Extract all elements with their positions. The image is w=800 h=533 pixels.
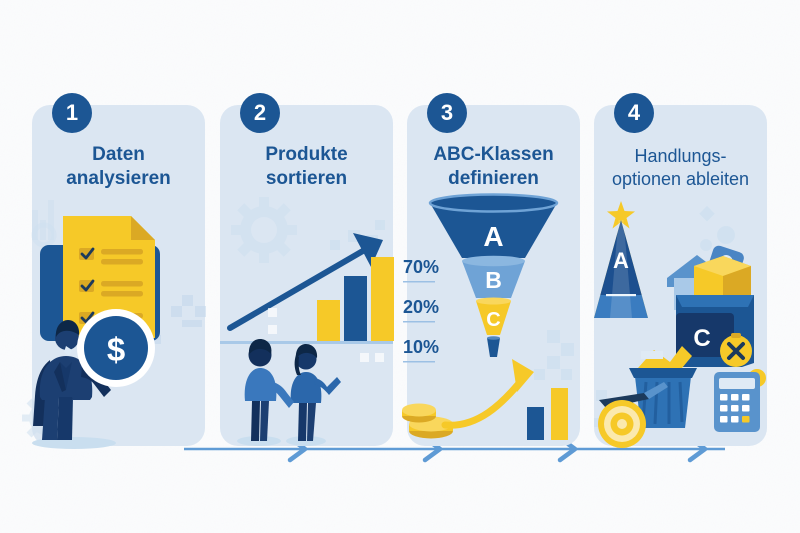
svg-text:A: A bbox=[483, 221, 503, 252]
svg-text:C: C bbox=[486, 309, 500, 331]
svg-text:10%: 10% bbox=[403, 337, 439, 357]
svg-text:A: A bbox=[613, 248, 629, 273]
svg-text:B: B bbox=[485, 267, 502, 293]
svg-text:$: $ bbox=[107, 331, 125, 368]
svg-text:20%: 20% bbox=[403, 297, 439, 317]
svg-text:C: C bbox=[693, 325, 710, 352]
svg-text:70%: 70% bbox=[403, 257, 439, 277]
